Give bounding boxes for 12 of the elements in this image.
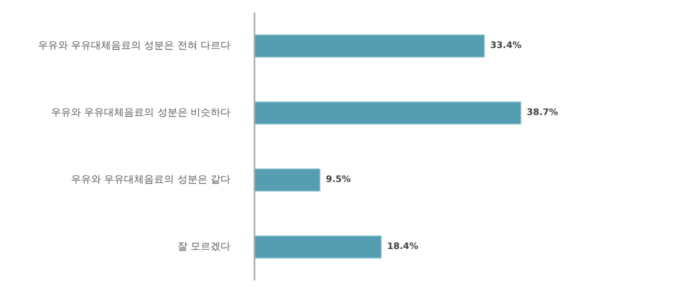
- bar: [254, 101, 522, 125]
- y-tick-label: 우유와 우유대체음료의 성분은 비슷하다: [50, 108, 231, 118]
- y-tick-label: 우유와 우유대체음료의 성분은 전혀 다르다: [38, 40, 231, 52]
- data-label: 9.5%: [326, 175, 351, 185]
- data-label: 33.4%: [490, 41, 522, 51]
- bar: [254, 34, 485, 58]
- bar: [254, 235, 382, 259]
- data-label: 18.4%: [387, 242, 418, 252]
- data-label: 38.7%: [526, 108, 558, 118]
- y-tick-label: 잘 모르겠다: [177, 242, 231, 252]
- y-tick-label: 우유와 우유대체음료의 성분은 같다: [70, 174, 231, 186]
- bar: [254, 168, 320, 192]
